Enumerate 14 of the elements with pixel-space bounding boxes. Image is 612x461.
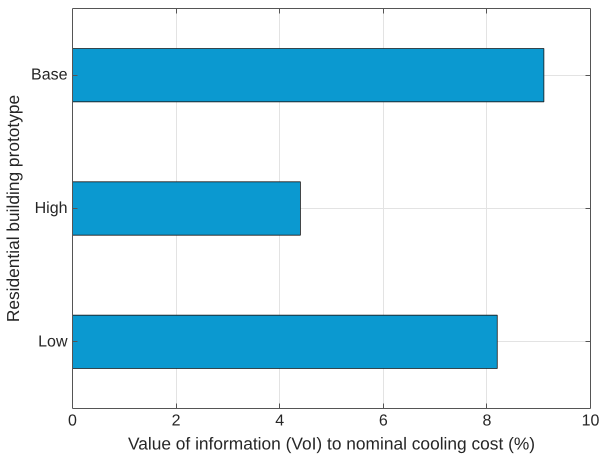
x-tick-label: 10	[582, 412, 600, 430]
x-tick-label: 6	[378, 412, 388, 430]
bar	[72, 48, 544, 102]
x-tick-label: 2	[172, 412, 181, 430]
y-tick-label: High	[34, 200, 68, 217]
x-tick-label: 8	[482, 412, 492, 430]
bar	[72, 181, 301, 236]
x-axis-title: Value of information (VoI) to nominal cooling cost (%)	[128, 434, 536, 454]
y-tick-label: Base	[31, 66, 68, 84]
x-tick-label: 0	[68, 412, 78, 430]
bar	[72, 314, 498, 369]
x-tick-label: 4	[275, 412, 284, 430]
y-tick-label: Low	[38, 333, 68, 350]
y-axis-title: Residential building prototype	[3, 94, 24, 322]
